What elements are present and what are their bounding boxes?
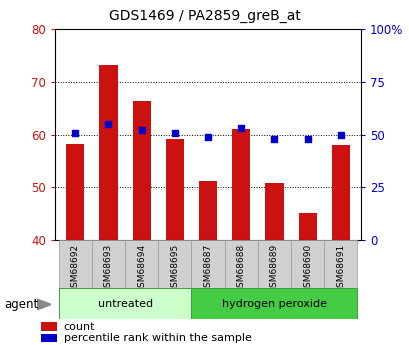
Text: untreated: untreated — [97, 299, 152, 308]
Bar — [224, 240, 257, 288]
Bar — [92, 240, 125, 288]
Text: GSM68688: GSM68688 — [236, 244, 245, 293]
Text: GSM68694: GSM68694 — [137, 244, 146, 293]
Point — [105, 121, 112, 127]
Bar — [58, 288, 191, 319]
Text: hydrogen peroxide: hydrogen peroxide — [221, 299, 326, 308]
Bar — [324, 240, 357, 288]
Bar — [191, 240, 224, 288]
Bar — [298, 214, 316, 240]
Bar — [165, 139, 184, 240]
Text: GSM68689: GSM68689 — [269, 244, 278, 293]
Text: GSM68690: GSM68690 — [302, 244, 311, 293]
Bar — [198, 181, 217, 240]
Bar — [132, 101, 151, 240]
Point — [204, 134, 211, 139]
Text: GSM68695: GSM68695 — [170, 244, 179, 293]
Bar — [331, 145, 349, 240]
Bar — [290, 240, 324, 288]
Bar — [125, 240, 158, 288]
Bar — [191, 288, 357, 319]
Bar — [265, 183, 283, 240]
Point — [303, 136, 310, 141]
Polygon shape — [37, 299, 51, 310]
Text: percentile rank within the sample: percentile rank within the sample — [63, 333, 251, 343]
Text: GSM68693: GSM68693 — [104, 244, 113, 293]
Point — [337, 132, 343, 137]
Bar — [41, 323, 56, 331]
Text: GSM68692: GSM68692 — [71, 244, 80, 293]
Text: agent: agent — [4, 298, 38, 311]
Point — [138, 128, 145, 133]
Bar — [99, 65, 117, 240]
Point — [171, 131, 178, 136]
Point — [270, 136, 277, 141]
Text: GSM68687: GSM68687 — [203, 244, 212, 293]
Bar — [231, 129, 250, 240]
Point — [72, 131, 79, 136]
Text: GSM68691: GSM68691 — [335, 244, 344, 293]
Text: count: count — [63, 322, 95, 332]
Point — [237, 126, 244, 131]
Bar — [158, 240, 191, 288]
Text: GDS1469 / PA2859_greB_at: GDS1469 / PA2859_greB_at — [109, 9, 300, 23]
Bar — [66, 144, 84, 240]
Bar — [41, 334, 56, 342]
Bar — [58, 240, 92, 288]
Bar — [257, 240, 290, 288]
